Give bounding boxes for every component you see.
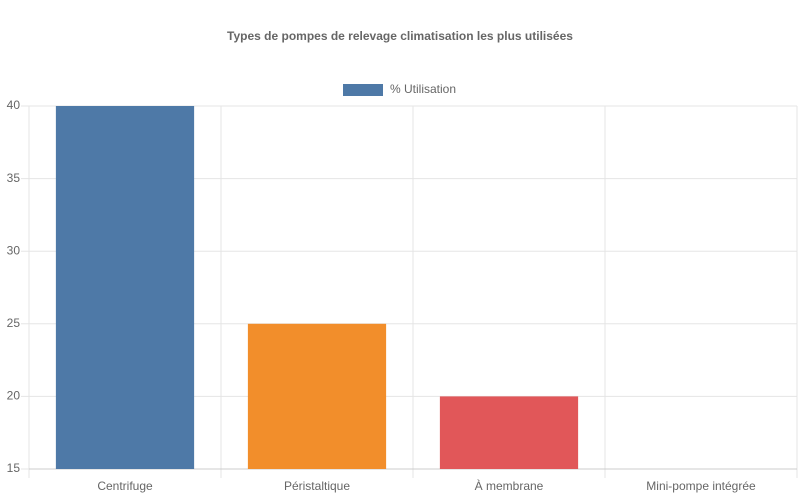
x-tick-label: À membrane: [475, 478, 544, 493]
y-tick-label: 40: [7, 98, 21, 112]
chart-title: Types de pompes de relevage climatisatio…: [227, 29, 573, 43]
x-tick-label: Péristaltique: [284, 479, 350, 493]
y-tick-label: 15: [7, 461, 21, 475]
legend-swatch: [343, 84, 383, 96]
y-tick-label: 20: [7, 389, 21, 403]
bar: [247, 323, 387, 469]
y-tick-label: 25: [7, 316, 21, 330]
y-tick-label: 30: [7, 243, 21, 257]
bar: [55, 106, 195, 469]
x-tick-label: Mini-pompe intégrée: [646, 479, 756, 493]
legend-label: % Utilisation: [390, 82, 456, 96]
x-tick-label: Centrifuge: [97, 479, 153, 493]
bar: [439, 396, 579, 469]
y-tick-label: 35: [7, 171, 21, 185]
